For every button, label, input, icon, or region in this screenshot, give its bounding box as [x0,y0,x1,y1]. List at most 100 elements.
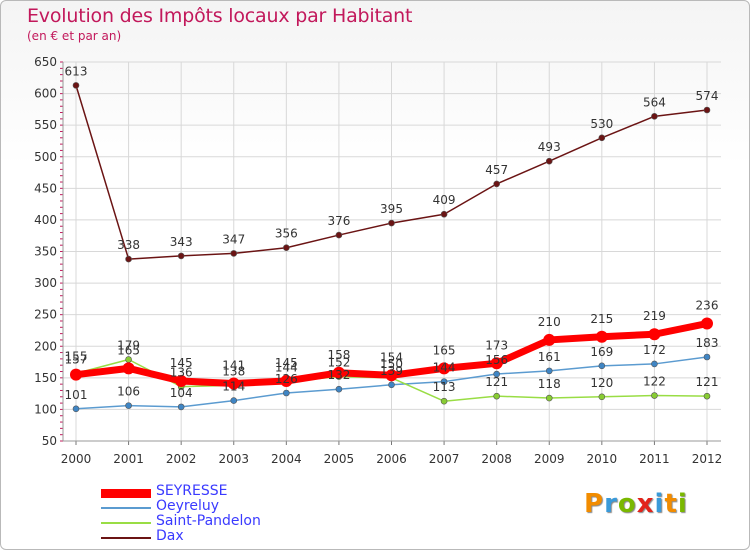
point-dax [230,250,238,257]
data-label-saint-pandelon: 122 [643,375,666,389]
data-label-dax: 338 [117,238,140,252]
x-tick-label: 2006 [376,452,407,466]
data-label-dax: 530 [590,117,613,131]
proxiti-logo: Proxiti [584,489,688,519]
data-label-saint-pandelon: 121 [485,375,508,389]
grid-lines [63,61,721,442]
data-label-saint-pandelon: 157 [65,352,88,366]
data-label-oeyreluy: 183 [696,336,719,350]
data-label-dax: 347 [222,232,245,246]
data-label-oeyreluy: 144 [433,361,456,375]
x-tick-label: 2002 [166,452,197,466]
data-label-seyresse: 165 [117,343,140,357]
point-oeyreluy [598,362,606,370]
data-label-dax: 376 [327,214,350,228]
data-label-seyresse: 145 [170,356,193,370]
point-dax [651,113,658,120]
x-tick-label: 2011 [639,452,670,466]
data-label-saint-pandelon: 144 [275,361,298,375]
point-seyresse [70,368,82,381]
data-label-seyresse: 210 [538,315,561,329]
data-label-saint-pandelon: 120 [590,376,613,390]
point-saint-pandelon [703,392,711,400]
data-labels: 613 338 343 347 356 376 395 409 457 493 530 564 574 1… [65,64,719,401]
data-label-dax: 356 [275,227,298,241]
data-label-dax: 343 [170,235,193,249]
point-oeyreluy [440,378,448,385]
data-label-saint-pandelon: 118 [538,377,561,391]
point-dax [388,219,395,227]
series-lines [70,82,713,413]
logo-letter: t [664,489,678,519]
data-label-oeyreluy: 106 [117,385,140,399]
y-tick-label: 150 [34,371,57,385]
legend-item-seyresse: SEYRESSE [101,483,321,499]
logo-letter: P [584,489,605,519]
x-tick-label: 2004 [271,452,302,466]
x-tick-label: 2008 [481,452,512,466]
y-tick-label: 550 [34,118,57,132]
data-label-oeyreluy: 101 [65,388,88,402]
data-label-seyresse: 155 [65,350,88,364]
point-oeyreluy [335,385,343,393]
point-seyresse [332,366,345,379]
point-oeyreluy [493,370,500,378]
axes: 50 100 150 200 250 300 350 400 450 500 550 600 650 20… [34,55,722,466]
data-label-seyresse: 236 [696,299,719,313]
legend-label: Oeyreluy [156,498,220,514]
x-tick-label: 2007 [429,452,460,466]
legend-swatch [101,522,151,524]
logo-letter: r [604,489,618,519]
point-oeyreluy [177,403,185,411]
point-dax [283,244,290,252]
data-label-seyresse: 219 [643,309,666,323]
point-dax [703,106,711,114]
data-label-saint-pandelon: 138 [222,364,245,378]
y-tick-label: 300 [34,276,57,290]
point-oeyreluy [125,402,132,409]
point-seyresse [122,362,135,375]
legend-label: Dax [156,528,184,544]
point-seyresse [175,374,188,387]
data-label-saint-pandelon: 150 [380,357,403,371]
data-label-seyresse: 173 [485,338,508,352]
legend-swatch [101,537,151,539]
point-dax [125,255,132,263]
y-tick-label: 500 [34,150,57,164]
point-seyresse [385,369,398,382]
data-label-seyresse: 165 [433,343,456,357]
x-tick-label: 2012 [692,452,723,466]
data-label-saint-pandelon: 121 [696,375,719,389]
x-tick-label: 2001 [113,452,144,466]
point-dax [493,180,500,188]
data-label-oeyreluy: 114 [222,380,245,394]
point-dax [598,134,606,142]
y-tick-label: 100 [34,402,57,416]
point-saint-pandelon [598,393,606,401]
chart-subtitle: (en € et par an) [27,29,122,43]
point-saint-pandelon [493,392,500,400]
x-tick-label: 2005 [324,452,355,466]
data-label-saint-pandelon: 113 [433,380,456,394]
legend-label: SEYRESSE [156,483,228,499]
data-label-saint-pandelon: 179 [117,339,140,353]
data-label-saint-pandelon: 152 [327,356,350,370]
data-label-seyresse: 215 [590,312,613,326]
point-seyresse [648,328,661,341]
data-label-dax: 613 [65,64,88,78]
data-label-dax: 457 [485,163,508,177]
legend-item-saint-pandelon: Saint-Pandelon [101,513,321,529]
point-oeyreluy [545,367,553,375]
x-tick-label: 2010 [587,452,618,466]
data-label-oeyreluy: 172 [643,343,666,357]
logo-letter: o [617,489,637,519]
point-saint-pandelon [545,394,553,402]
point-oeyreluy [703,353,711,361]
logo-letter: x [636,489,655,519]
data-label-oeyreluy: 139 [380,364,403,378]
point-seyresse [543,333,556,346]
x-tick-label: 2000 [61,452,92,466]
y-tick-label: 350 [34,245,57,259]
point-dax [545,157,553,165]
